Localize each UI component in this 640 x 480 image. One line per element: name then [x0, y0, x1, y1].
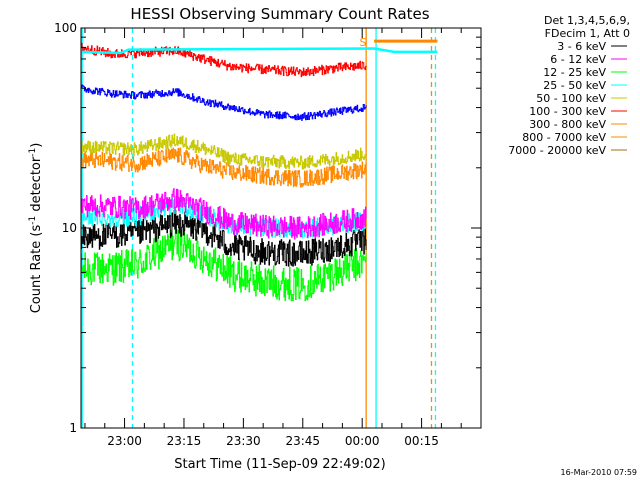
- chart-title: HESSI Observing Summary Count Rates: [130, 5, 429, 23]
- plot-clip-group: [81, 28, 438, 428]
- legend-header: Det 1,3,4,5,6,9,: [544, 14, 630, 27]
- x-tick-label: 23:30: [226, 434, 261, 448]
- x-tick-label: 00:15: [404, 434, 439, 448]
- x-tick-label: 00:00: [345, 434, 380, 448]
- y-axis-label-exponent: -1: [28, 216, 38, 225]
- y-axis-label-part: detector: [29, 156, 44, 216]
- axes: 1 10 100 23:00 23:15 23:30 23:45 00:00 00:15: [54, 21, 482, 448]
- series-line: [81, 227, 367, 302]
- legend-entry-label: 25 - 50 keV: [543, 79, 606, 92]
- legend-entry-label: 300 - 800 keV: [529, 118, 606, 131]
- series-line: [81, 147, 367, 188]
- x-axis-label: Start Time (11-Sep-09 22:49:02): [174, 457, 385, 472]
- x-tick-label: 23:15: [167, 434, 202, 448]
- x-tick-label: 23:00: [107, 434, 142, 448]
- legend-entry-label: 100 - 300 keV: [529, 105, 606, 118]
- series-line: [81, 47, 438, 55]
- legend-entry-label: 12 - 25 keV: [543, 66, 606, 79]
- legend-header: FDecim 1, Att 0: [545, 27, 630, 40]
- legend-entry-label: 800 - 7000 keV: [522, 131, 606, 144]
- y-axis-label-part: ): [29, 143, 44, 148]
- y-axis-label-exponent: -1: [28, 148, 38, 157]
- series-line: [81, 209, 367, 267]
- x-tick-label: 23:45: [285, 434, 320, 448]
- annotation-label: S: [359, 36, 366, 49]
- y-tick-label: 1: [69, 421, 77, 435]
- timestamp: 16-Mar-2010 07:59: [561, 468, 638, 477]
- y-axis-label-part: Count Rate (s: [29, 225, 44, 314]
- legend-entry-label: 3 - 6 keV: [557, 40, 606, 53]
- legend-entry-label: 6 - 12 keV: [550, 53, 606, 66]
- y-axis-label: Count Rate (s-1 detector-1): [28, 143, 44, 314]
- legend-entry-label: 7000 - 20000 keV: [508, 144, 606, 157]
- series-line: [81, 84, 367, 121]
- y-tick-label: 100: [54, 21, 77, 35]
- series-line: [81, 188, 367, 240]
- y-tick-label: 10: [62, 221, 77, 235]
- plot-area: S: [81, 28, 438, 428]
- legend-entry-label: 50 - 100 keV: [536, 92, 606, 105]
- legend: Det 1,3,4,5,6,9,FDecim 1, Att 03 - 6 keV…: [508, 14, 630, 157]
- series-line: [81, 133, 367, 170]
